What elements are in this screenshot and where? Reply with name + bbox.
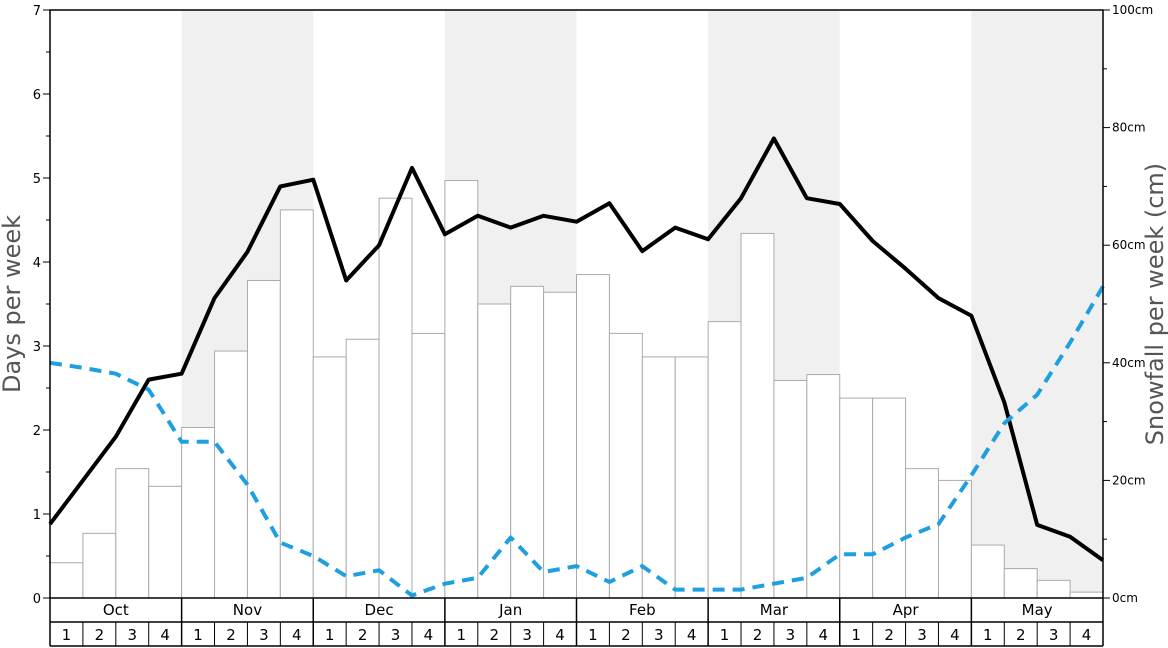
- week-label: 2: [489, 626, 499, 644]
- month-label: Apr: [893, 601, 920, 619]
- snowfall-bar: [181, 426, 216, 599]
- week-label: 2: [358, 626, 368, 644]
- right-tick-label: 80cm: [1112, 121, 1146, 135]
- left-tick-label: 7: [33, 4, 41, 19]
- snowfall-bar: [246, 279, 281, 599]
- week-label: 3: [127, 626, 137, 644]
- snowfall-bar: [872, 397, 907, 599]
- snowfall-bar: [806, 374, 841, 599]
- week-label: 1: [851, 626, 861, 644]
- week-label: 1: [720, 626, 730, 644]
- axes: 0 1 2 3 4 5 6 7 0cm 20cm 40cm 60cm 80cm 100cm: [33, 3, 1153, 607]
- snowfall-bar: [740, 232, 775, 599]
- month-label: Oct: [103, 601, 129, 619]
- week-label: 4: [950, 626, 960, 644]
- snowfall-bar: [411, 332, 446, 599]
- month-label: Feb: [629, 601, 656, 619]
- snowfall-bar: [641, 356, 676, 599]
- week-label: 1: [62, 626, 72, 644]
- snowfall-bar: [707, 321, 742, 599]
- snowfall-bar: [608, 332, 643, 599]
- snowfall-bar: [773, 379, 808, 599]
- week-label: 3: [259, 626, 269, 644]
- snowfall-bar: [674, 356, 709, 599]
- snowfall-bar: [1036, 579, 1071, 599]
- snowfall-bar: [214, 350, 248, 599]
- week-label: 2: [1016, 626, 1026, 644]
- snowfall-bar: [148, 485, 183, 599]
- snowfall-bars: [49, 180, 1104, 599]
- snowfall-bar: [510, 285, 545, 599]
- week-label: 3: [1049, 626, 1059, 644]
- left-tick-label: 6: [33, 88, 41, 103]
- snowfall-bar: [444, 180, 479, 599]
- month-band-may: [971, 10, 1103, 598]
- week-label: 2: [95, 626, 105, 644]
- left-tick-label: 5: [33, 172, 41, 187]
- week-label: 1: [457, 626, 467, 644]
- snowfall-bar: [49, 562, 84, 599]
- right-tick-label: 40cm: [1112, 356, 1146, 370]
- month-label: May: [1022, 601, 1053, 619]
- week-label: 4: [160, 626, 170, 644]
- left-tick-label: 2: [33, 424, 41, 439]
- left-tick-label: 3: [33, 340, 41, 355]
- snowfall-bar: [82, 532, 117, 599]
- left-tick-label: 4: [33, 256, 41, 271]
- month-label: Dec: [365, 601, 394, 619]
- week-label: 1: [588, 626, 598, 644]
- week-label: 4: [687, 626, 697, 644]
- right-axis-title: Snowfall per week (cm): [1141, 163, 1168, 445]
- week-label: 1: [325, 626, 335, 644]
- week-label: 4: [1082, 626, 1092, 644]
- left-tick-label: 1: [33, 508, 41, 523]
- snowfall-bar: [312, 356, 347, 599]
- right-tick-label: 20cm: [1112, 473, 1146, 487]
- snowfall-bar: [1069, 591, 1104, 599]
- week-label: 4: [555, 626, 565, 644]
- snowfall-bar: [576, 274, 610, 599]
- week-label: 4: [292, 626, 302, 644]
- week-label: 2: [621, 626, 631, 644]
- week-label: 4: [819, 626, 829, 644]
- right-tick-label: 0cm: [1112, 591, 1138, 605]
- snowfall-bar: [970, 544, 1005, 599]
- dashed-series-line: [49, 285, 1105, 598]
- week-label: 3: [391, 626, 401, 644]
- right-tick-label: 60cm: [1112, 238, 1146, 252]
- week-label: 3: [522, 626, 532, 644]
- snowfall-bar: [1003, 568, 1038, 599]
- week-label: 3: [654, 626, 664, 644]
- month-week-axis: Oct 1 2 3 4 Nov 1 2 3 4 Dec 1 2 3 4 Jan 1 2 3 4 Feb 1 2 3 4 Mar 1 2…: [49, 598, 1104, 647]
- week-label: 1: [193, 626, 203, 644]
- month-label: Jan: [498, 601, 522, 619]
- solid-series-line: [48, 136, 1105, 562]
- snowfall-bar: [839, 397, 874, 599]
- month-label: Nov: [233, 601, 262, 619]
- left-axis-title: Days per week: [0, 215, 26, 393]
- week-label: 4: [424, 626, 434, 644]
- snowfall-bar: [345, 338, 380, 599]
- week-label: 3: [786, 626, 796, 644]
- snowfall-bar: [279, 209, 314, 599]
- snowfall-bar: [905, 468, 939, 599]
- snowfall-bar: [378, 197, 413, 599]
- left-tick-label: 0: [33, 592, 41, 607]
- week-label: 1: [983, 626, 993, 644]
- snowfall-bar: [115, 468, 150, 599]
- snowfall-bar: [543, 291, 577, 599]
- month-label: Mar: [760, 601, 789, 619]
- week-label: 2: [884, 626, 894, 644]
- series-lines: [48, 136, 1105, 598]
- snowfall-bar: [477, 303, 512, 599]
- week-label: 3: [917, 626, 927, 644]
- right-tick-label: 100cm: [1112, 3, 1153, 17]
- week-label: 2: [753, 626, 763, 644]
- week-label: 2: [226, 626, 236, 644]
